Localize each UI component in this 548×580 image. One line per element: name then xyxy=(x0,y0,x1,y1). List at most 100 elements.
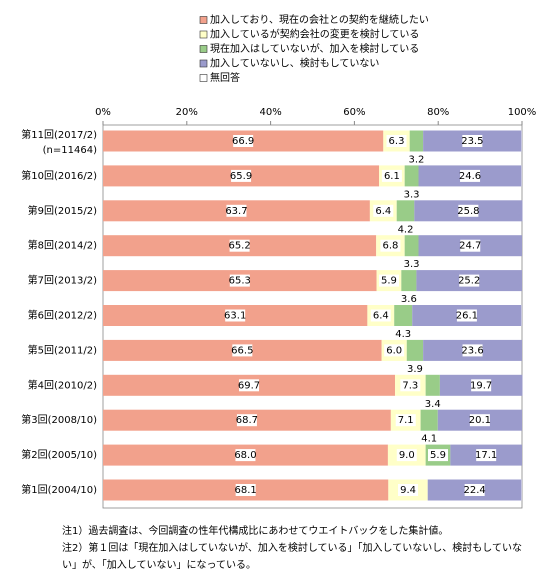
value-label: 24.7 xyxy=(459,241,481,252)
y-tick-label: 第6回(2012/2) xyxy=(28,309,97,322)
value-label: 4.1 xyxy=(421,434,437,445)
legend-label: 現在加入はしていないが、加入を検討している xyxy=(210,42,419,55)
value-label: 6.4 xyxy=(373,311,389,322)
legend-label: 加入していないし、検討もしていない xyxy=(210,57,379,70)
legend-label: 加入しており、現在の会社との契約を継続したい xyxy=(210,13,429,26)
label-box xyxy=(456,309,477,322)
y-tick-label: 第9回(2015/2) xyxy=(28,204,97,217)
label-box xyxy=(393,328,414,340)
label-box xyxy=(404,362,425,375)
label-box xyxy=(395,223,416,236)
value-label: 5.9 xyxy=(430,450,446,461)
label-box xyxy=(460,169,481,182)
label-box xyxy=(235,449,256,462)
category-note: (n=11464) xyxy=(43,145,97,156)
footnote: い」が、「加入していない」になっている。 xyxy=(62,558,256,571)
value-label: 20.1 xyxy=(469,415,491,426)
value-label: 6.8 xyxy=(382,241,398,252)
label-box xyxy=(396,449,417,462)
value-label: 65.3 xyxy=(229,276,251,287)
value-label: 6.0 xyxy=(386,345,402,356)
value-label: 3.9 xyxy=(407,364,423,375)
value-label: 66.9 xyxy=(232,136,254,147)
legend-swatch xyxy=(199,16,208,24)
label-box xyxy=(226,204,247,217)
y-tick-label: 第1回(2004/10) xyxy=(21,483,97,496)
value-label: 3.2 xyxy=(408,155,424,166)
label-box xyxy=(398,484,419,496)
label-box xyxy=(406,153,427,166)
label-box xyxy=(476,449,497,462)
label-box xyxy=(384,344,405,357)
label-box xyxy=(401,188,422,201)
y-tick-label: 第3回(2008/10) xyxy=(21,413,97,426)
footnote: 注2）第１回は「現在加入はしていないが、加入を検討している」「加入していないし、… xyxy=(62,541,522,554)
value-label: 3.4 xyxy=(425,399,441,410)
x-tick-label: 100% xyxy=(508,107,537,118)
label-box xyxy=(464,484,485,496)
label-box xyxy=(378,274,399,287)
value-label: 63.7 xyxy=(225,206,247,217)
y-tick-label: 第10回(2016/2) xyxy=(21,169,97,182)
value-label: 5.9 xyxy=(381,276,397,287)
bar-segment xyxy=(425,374,440,396)
bar-segment xyxy=(406,339,424,361)
value-label: 68.0 xyxy=(234,450,256,461)
label-box xyxy=(386,135,407,147)
label-box xyxy=(232,344,253,357)
value-label: 3.6 xyxy=(401,294,417,305)
bar-segment xyxy=(396,200,415,222)
label-box xyxy=(231,169,252,182)
legend-label: 加入しているが契約会社の変更を検討している xyxy=(210,28,419,41)
label-box xyxy=(398,293,419,306)
legend-swatch xyxy=(199,45,208,53)
label-box xyxy=(422,397,443,410)
x-tick-label: 0% xyxy=(95,107,111,118)
value-label: 68.1 xyxy=(235,485,257,496)
label-box xyxy=(225,309,246,322)
value-label: 26.1 xyxy=(456,311,478,322)
label-box xyxy=(370,309,391,322)
value-label: 9.0 xyxy=(399,450,415,461)
label-box xyxy=(462,135,483,147)
label-box xyxy=(380,239,401,252)
value-label: 69.7 xyxy=(238,380,260,391)
value-label: 17.1 xyxy=(475,450,497,461)
value-label: 23.6 xyxy=(461,345,483,356)
value-label: 66.5 xyxy=(231,345,253,356)
label-box xyxy=(458,204,479,217)
label-box xyxy=(419,432,440,445)
value-label: 7.1 xyxy=(398,415,414,426)
value-label: 19.7 xyxy=(470,380,492,391)
x-tick-label: 20% xyxy=(176,107,198,118)
legend-swatch xyxy=(199,59,208,68)
value-label: 6.3 xyxy=(389,136,405,147)
bar-segment xyxy=(404,235,419,257)
value-label: 9.4 xyxy=(400,485,416,496)
legend-swatch xyxy=(199,30,208,39)
label-box xyxy=(239,379,260,392)
y-tick-label: 第11回(2017/2) xyxy=(21,128,97,141)
legend-label: 無回答 xyxy=(210,71,240,84)
y-tick-label: 第4回(2010/2) xyxy=(28,378,97,391)
label-box xyxy=(373,204,394,217)
value-label: 4.3 xyxy=(395,329,411,340)
bar-segment xyxy=(420,409,438,431)
label-box xyxy=(469,414,490,427)
label-box xyxy=(395,414,416,427)
label-box xyxy=(401,258,422,271)
value-label: 65.9 xyxy=(230,171,252,182)
value-label: 22.4 xyxy=(464,485,486,496)
bar-segment xyxy=(401,270,417,292)
value-label: 68.7 xyxy=(236,415,258,426)
legend-swatch xyxy=(199,74,208,82)
value-label: 3.3 xyxy=(404,189,420,200)
x-tick-label: 40% xyxy=(259,107,281,118)
value-label: 25.8 xyxy=(457,206,479,217)
label-box xyxy=(460,239,481,252)
value-label: 4.2 xyxy=(398,224,414,235)
value-label: 7.3 xyxy=(402,380,418,391)
value-label: 6.4 xyxy=(375,206,391,217)
label-box xyxy=(236,414,257,427)
